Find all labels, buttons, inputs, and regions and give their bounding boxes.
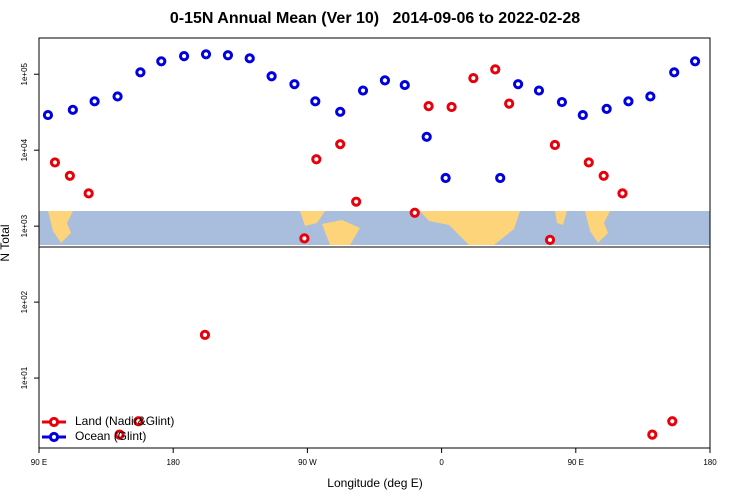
- point: [533, 85, 545, 96]
- point: [556, 96, 568, 108]
- x-tick-label: 0: [439, 458, 444, 467]
- legend-label: Ocean (Glint): [75, 429, 146, 443]
- point: [200, 49, 212, 60]
- point: [311, 154, 322, 165]
- point: [199, 329, 211, 341]
- map-strip: [39, 211, 710, 245]
- plot-frame: [38, 37, 711, 449]
- point: [544, 234, 556, 245]
- x-tick-label: 90 E: [31, 458, 47, 467]
- point: [178, 51, 190, 62]
- point: [112, 91, 123, 102]
- point: [623, 96, 634, 107]
- point: [244, 53, 255, 64]
- point: [468, 72, 479, 84]
- y-tick-label: 1e+05: [20, 62, 29, 85]
- point: [421, 131, 432, 142]
- point: [645, 91, 656, 102]
- point: [335, 106, 346, 117]
- point: [440, 172, 451, 184]
- point: [114, 429, 125, 440]
- y-tick-label: 1e+04: [20, 138, 29, 161]
- point: [42, 109, 54, 121]
- legend-label: Land (Nadir&Glint): [75, 414, 174, 428]
- x-axis-label: Longitude (deg E): [327, 476, 422, 490]
- x-tick-label: 180: [703, 458, 717, 467]
- point: [67, 104, 78, 115]
- y-tick-label: 1e+02: [20, 290, 29, 313]
- point: [266, 71, 277, 82]
- point: [89, 96, 100, 107]
- point: [617, 188, 628, 199]
- point: [495, 172, 506, 184]
- point: [446, 101, 457, 113]
- point: [598, 170, 609, 181]
- point: [399, 79, 410, 91]
- point: [135, 67, 146, 78]
- point: [583, 157, 594, 168]
- point: [133, 416, 144, 427]
- y-tick-label: 1e+03: [20, 214, 29, 237]
- point: [409, 207, 420, 218]
- point: [689, 56, 701, 67]
- point: [667, 416, 678, 427]
- point: [379, 75, 391, 86]
- point: [601, 103, 612, 114]
- point: [669, 67, 680, 78]
- point: [351, 196, 362, 207]
- x-tick-label: 180: [167, 458, 181, 467]
- legend-marker: [48, 431, 60, 443]
- chart-title: 0-15N Annual Mean (Ver 10) 2014-09-06 to…: [170, 10, 580, 27]
- point: [222, 50, 234, 61]
- point: [423, 101, 434, 112]
- point: [490, 64, 501, 75]
- point: [512, 79, 524, 90]
- point: [647, 429, 658, 440]
- point: [49, 157, 61, 168]
- point: [83, 188, 94, 199]
- point: [156, 56, 167, 67]
- point: [335, 139, 346, 150]
- point: [504, 98, 515, 109]
- y-tick-label: 1e+01: [20, 366, 29, 389]
- legend-marker: [48, 416, 60, 428]
- point: [549, 139, 561, 151]
- point: [64, 170, 75, 181]
- point: [357, 85, 369, 96]
- point: [577, 109, 588, 121]
- point: [299, 233, 310, 244]
- x-tick-label: 90 W: [298, 458, 317, 467]
- x-tick-label: 90 E: [568, 458, 584, 467]
- point: [310, 96, 321, 107]
- y-axis-label: N Total: [0, 224, 12, 261]
- point: [289, 79, 300, 90]
